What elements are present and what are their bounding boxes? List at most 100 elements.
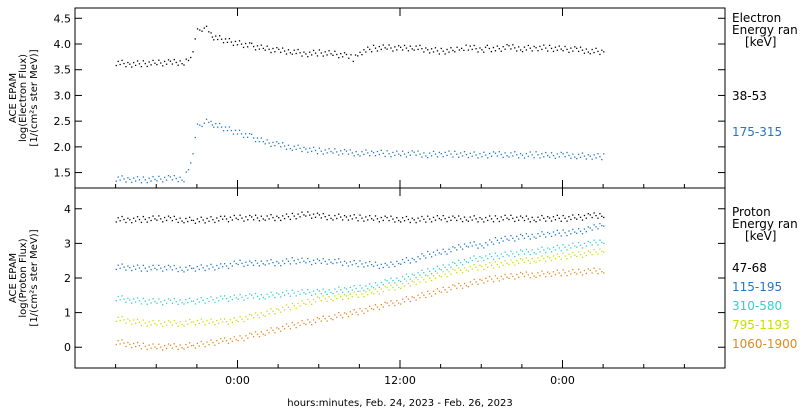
data-point-38-53 bbox=[361, 54, 363, 56]
data-point-47-68 bbox=[233, 214, 235, 217]
data-point-1060-1900 bbox=[301, 320, 303, 322]
data-point-1060-1900 bbox=[223, 337, 226, 339]
data-point-47-68 bbox=[434, 219, 437, 221]
y-tick-label: 4.0 bbox=[54, 38, 72, 51]
data-point-47-68 bbox=[425, 221, 427, 223]
data-point-47-68 bbox=[301, 211, 303, 213]
data-point-175-315 bbox=[326, 152, 328, 154]
plot-frame bbox=[74, 187, 726, 369]
data-point-310-580 bbox=[556, 244, 558, 247]
data-point-795-1193 bbox=[545, 260, 547, 262]
data-point-795-1193 bbox=[233, 317, 235, 319]
data-point-47-68 bbox=[276, 215, 278, 217]
data-point-38-53 bbox=[129, 63, 131, 65]
data-point-1060-1900 bbox=[552, 271, 555, 273]
data-point-310-580 bbox=[156, 302, 158, 304]
data-point-310-580 bbox=[202, 299, 204, 302]
data-point-38-53 bbox=[558, 45, 560, 47]
data-point-1060-1900 bbox=[539, 274, 541, 277]
data-point-47-68 bbox=[332, 219, 334, 221]
data-point-175-315 bbox=[452, 156, 454, 158]
data-point-310-580 bbox=[488, 253, 491, 255]
data-point-175-315 bbox=[496, 155, 499, 157]
data-point-795-1193 bbox=[359, 290, 361, 292]
data-point-38-53 bbox=[500, 50, 502, 52]
data-point-310-580 bbox=[297, 290, 299, 293]
data-point-47-68 bbox=[401, 217, 404, 219]
data-point-175-315 bbox=[556, 153, 558, 155]
data-point-38-53 bbox=[421, 48, 423, 50]
data-point-47-68 bbox=[220, 215, 222, 218]
data-point-175-315 bbox=[599, 155, 601, 158]
data-point-175-315 bbox=[171, 179, 174, 181]
data-point-38-53 bbox=[334, 50, 336, 52]
data-point-115-195 bbox=[533, 236, 535, 238]
data-point-795-1193 bbox=[504, 260, 506, 262]
data-point-795-1193 bbox=[487, 266, 489, 268]
data-point-795-1193 bbox=[305, 303, 307, 305]
data-point-795-1193 bbox=[152, 319, 154, 322]
data-point-175-315 bbox=[351, 152, 353, 154]
data-point-38-53 bbox=[400, 46, 402, 48]
data-point-38-53 bbox=[403, 44, 406, 47]
data-point-310-580 bbox=[181, 302, 183, 304]
data-point-310-580 bbox=[140, 303, 143, 305]
data-point-310-580 bbox=[138, 300, 141, 302]
data-point-310-580 bbox=[388, 282, 390, 284]
data-point-38-53 bbox=[234, 40, 237, 43]
data-point-38-53 bbox=[134, 64, 137, 67]
data-point-795-1193 bbox=[338, 293, 340, 295]
data-point-1060-1900 bbox=[152, 343, 154, 345]
data-point-310-580 bbox=[459, 261, 462, 264]
data-point-115-195 bbox=[243, 265, 245, 268]
data-point-795-1193 bbox=[529, 262, 531, 264]
data-point-795-1193 bbox=[543, 257, 545, 260]
data-point-795-1193 bbox=[372, 293, 375, 295]
data-point-175-315 bbox=[355, 150, 357, 153]
data-point-115-195 bbox=[136, 264, 139, 266]
data-point-795-1193 bbox=[210, 318, 212, 320]
data-point-1060-1900 bbox=[127, 341, 129, 344]
data-point-115-195 bbox=[278, 262, 280, 264]
data-point-795-1193 bbox=[537, 257, 539, 259]
data-point-1060-1900 bbox=[115, 343, 117, 346]
data-point-1060-1900 bbox=[320, 320, 322, 322]
data-point-310-580 bbox=[345, 288, 348, 290]
data-point-795-1193 bbox=[456, 272, 458, 274]
data-point-175-315 bbox=[203, 122, 205, 124]
data-point-115-195 bbox=[498, 242, 500, 244]
data-point-1060-1900 bbox=[562, 269, 564, 271]
data-point-47-68 bbox=[278, 217, 280, 219]
data-point-47-68 bbox=[237, 218, 239, 221]
data-point-1060-1900 bbox=[456, 287, 458, 289]
data-point-47-68 bbox=[206, 217, 208, 220]
data-point-115-195 bbox=[458, 244, 460, 246]
data-point-38-53 bbox=[152, 59, 154, 62]
data-point-175-315 bbox=[473, 151, 475, 153]
data-point-310-580 bbox=[369, 283, 371, 285]
data-point-795-1193 bbox=[603, 251, 605, 253]
data-point-115-195 bbox=[276, 260, 278, 263]
data-point-310-580 bbox=[421, 269, 423, 271]
data-point-795-1193 bbox=[442, 271, 444, 273]
data-point-47-68 bbox=[283, 217, 286, 220]
data-point-115-195 bbox=[264, 264, 266, 266]
data-point-795-1193 bbox=[214, 324, 216, 326]
data-point-1060-1900 bbox=[409, 300, 411, 303]
data-point-175-315 bbox=[162, 181, 164, 183]
data-point-38-53 bbox=[278, 48, 280, 51]
data-point-310-580 bbox=[318, 290, 321, 292]
data-point-38-53 bbox=[208, 31, 210, 33]
data-point-47-68 bbox=[523, 219, 526, 222]
data-point-115-195 bbox=[456, 249, 458, 251]
data-point-1060-1900 bbox=[196, 342, 199, 345]
data-point-310-580 bbox=[183, 303, 185, 305]
data-point-310-580 bbox=[539, 251, 541, 253]
data-point-1060-1900 bbox=[154, 346, 156, 348]
data-point-47-68 bbox=[595, 214, 597, 217]
data-point-1060-1900 bbox=[336, 316, 338, 319]
data-point-38-53 bbox=[429, 52, 431, 54]
data-point-115-195 bbox=[531, 233, 533, 236]
data-point-310-580 bbox=[309, 291, 311, 294]
data-point-115-195 bbox=[251, 262, 253, 264]
